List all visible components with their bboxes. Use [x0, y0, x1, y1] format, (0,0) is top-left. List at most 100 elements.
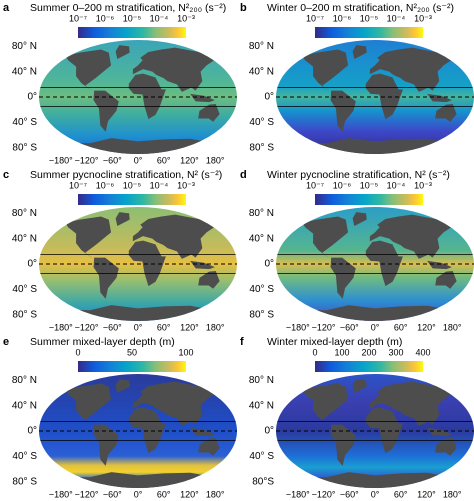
longitude-label: 120°	[180, 489, 199, 499]
map	[39, 207, 237, 321]
colorbar	[78, 361, 186, 372]
latitude-label: 40° S	[249, 117, 274, 128]
panel-letter: c	[3, 169, 9, 181]
colorbar-tick-label: 10⁻⁴	[387, 180, 406, 190]
panel-title: Summer pycnocline stratification, N² (s⁻…	[30, 169, 222, 181]
land	[190, 93, 215, 103]
land	[330, 424, 356, 466]
latitude-label: 40° N	[12, 233, 37, 244]
colorbar	[78, 27, 186, 38]
land	[427, 427, 452, 437]
land	[435, 437, 457, 456]
longitude-label: 180°	[206, 155, 225, 165]
land	[65, 383, 112, 426]
land	[132, 381, 217, 426]
latitude-label: 80° N	[249, 375, 274, 386]
land	[93, 424, 119, 466]
land	[427, 93, 452, 103]
land	[352, 45, 367, 59]
longitude-label: −60°	[340, 489, 359, 499]
land	[132, 214, 217, 259]
land	[302, 49, 349, 92]
panel: a Summer 0–200 m stratification, N²₂₀₀ (s…	[3, 2, 237, 165]
colorbar-tick-label: 200	[361, 347, 376, 357]
panel-title: Winter mixed-layer depth (m)	[267, 336, 402, 348]
colorbar-tick-label: 0	[75, 347, 80, 357]
longitude-label: 60°	[394, 322, 408, 332]
panel: c Summer pycnocline stratification, N² (s…	[3, 169, 237, 332]
colorbar-tick-label: 10⁻⁶	[333, 13, 352, 23]
longitude-label: −60°	[103, 489, 122, 499]
land	[115, 45, 130, 59]
panel-title: Winter 0–200 m stratification, N²₂₀₀ (s⁻…	[267, 2, 454, 14]
latitude-label: 40° S	[12, 451, 37, 462]
colorbar-tick-label: 10⁻⁶	[96, 180, 115, 190]
land	[352, 379, 367, 393]
colorbar-tick-label: 0	[312, 347, 317, 357]
latitude-label: 80° N	[12, 375, 37, 386]
panel-letter: a	[3, 2, 10, 14]
land	[65, 49, 112, 92]
colorbar-tick-label: 10⁻⁷	[306, 180, 324, 190]
map	[39, 374, 237, 488]
latitude-label: 80°S	[252, 476, 274, 487]
latitude-label: 40° S	[249, 451, 274, 462]
colorbar-tick-label: 10⁻³	[414, 13, 432, 23]
longitude-label: −180°	[49, 489, 73, 499]
longitude-label: −180°	[286, 322, 310, 332]
land	[330, 90, 356, 132]
land	[190, 427, 215, 437]
longitude-label: 120°	[180, 322, 199, 332]
latitude-label: 40° S	[249, 284, 274, 295]
longitude-label: 120°	[417, 489, 436, 499]
longitude-label: −60°	[340, 322, 359, 332]
latitude-label: 0°	[264, 259, 274, 270]
longitude-label: 60°	[157, 155, 171, 165]
colorbar-tick-label: 10⁻⁴	[150, 13, 169, 23]
longitude-label: 180°	[206, 489, 225, 499]
longitude-label: 0°	[134, 322, 143, 332]
land	[93, 90, 119, 132]
land	[352, 212, 367, 226]
latitude-label: 0°	[264, 92, 274, 103]
colorbar-tick-label: 100	[178, 347, 193, 357]
longitude-label: 120°	[180, 155, 199, 165]
panel-letter: e	[3, 336, 9, 348]
land	[365, 407, 403, 454]
latitude-label: 80° S	[12, 309, 37, 320]
land	[132, 47, 217, 92]
land	[115, 379, 130, 393]
longitude-label: 60°	[157, 489, 171, 499]
latitude-label: 40° S	[12, 117, 37, 128]
longitude-label: −60°	[103, 155, 122, 165]
longitude-label: −120°	[312, 489, 336, 499]
land	[302, 383, 349, 426]
longitude-label: −120°	[312, 322, 336, 332]
colorbar-tick-label: 10⁻⁵	[360, 180, 379, 190]
latitude-label: 80° S	[12, 142, 37, 153]
land	[198, 437, 220, 456]
colorbar-tick-label: 10⁻⁵	[360, 13, 379, 23]
colorbar-tick-label: 10⁻⁷	[69, 180, 87, 190]
map	[276, 374, 474, 488]
latitude-label: 40° N	[12, 400, 37, 411]
colorbar-tick-label: 10⁻³	[414, 180, 432, 190]
latitude-label: 80° N	[12, 41, 37, 52]
map	[276, 40, 474, 154]
land	[369, 214, 454, 259]
land	[128, 407, 166, 454]
colorbar-tick-label: 100	[334, 347, 349, 357]
colorbar-tick-label: 10⁻⁴	[387, 13, 406, 23]
land	[93, 257, 119, 299]
latitude-label: 40° N	[249, 400, 274, 411]
latitude-label: 80° S	[249, 142, 274, 153]
longitude-label: 180°	[206, 322, 225, 332]
colorbar	[315, 361, 423, 372]
land	[190, 260, 215, 270]
colorbar-tick-label: 400	[415, 347, 430, 357]
latitude-label: 40° N	[249, 66, 274, 77]
land	[330, 257, 356, 299]
latitude-label: 40° N	[249, 233, 274, 244]
map	[276, 207, 474, 321]
